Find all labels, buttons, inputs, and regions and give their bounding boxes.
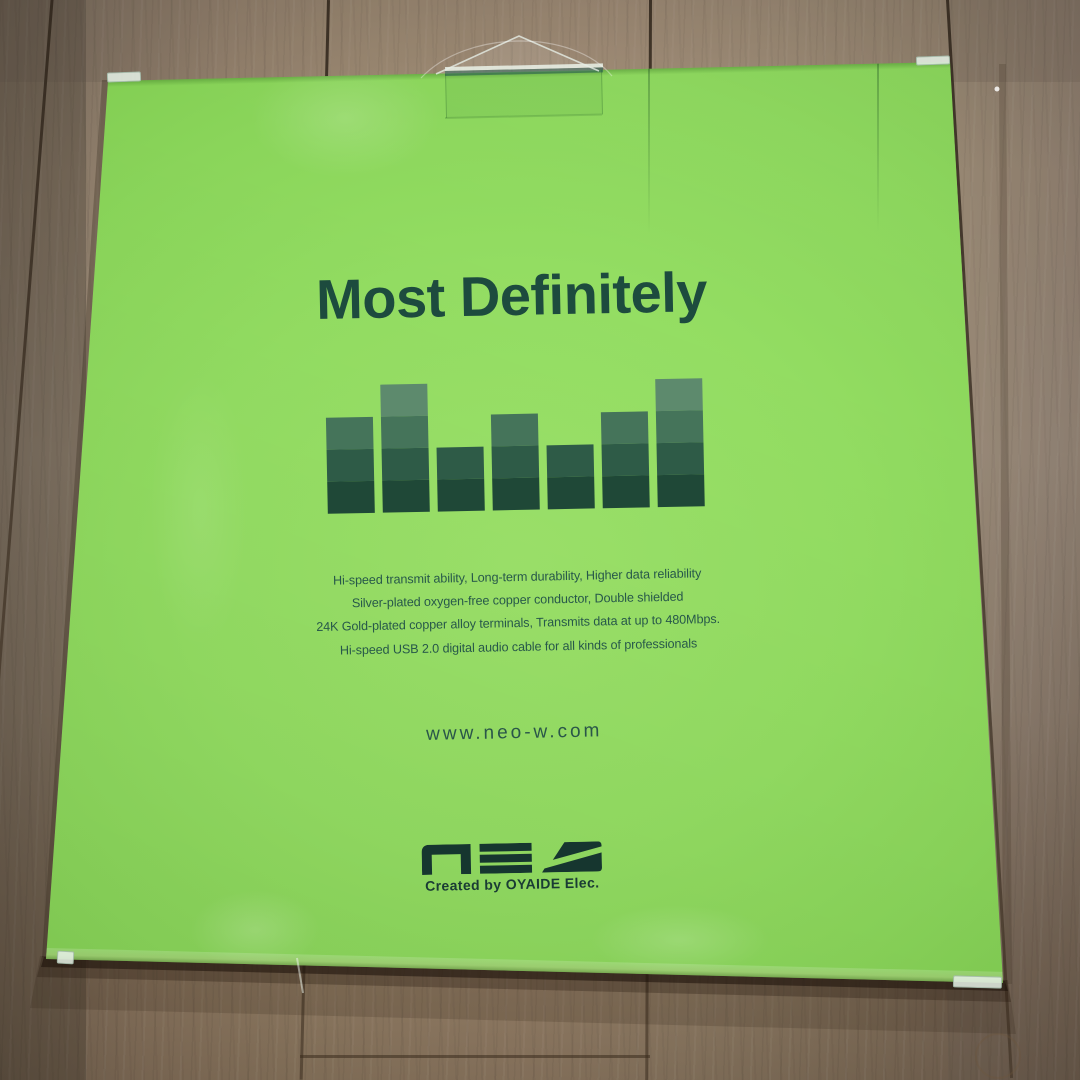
website-url: www.neo-w.com [425,720,603,745]
equalizer-segment [601,443,650,477]
equalizer-bar [546,444,595,510]
equalizer-segment [490,413,539,447]
headline-text: Most Definitely [315,260,708,331]
box-crease [877,62,879,232]
brand-caption: Created by OYAIDE Elec. [424,874,600,894]
wrap-tab-top-right [915,55,951,66]
equalizer-bar [600,411,650,509]
equalizer-segment [491,445,540,479]
equalizer-segment [547,476,595,510]
equalizer-segment [546,444,595,478]
wrap-tab-bottom-right [952,975,1003,989]
equalizer-segment [380,383,428,417]
equalizer-segment [381,447,430,481]
wrap-tab-top-left [106,71,142,83]
equalizer-segment [436,446,485,480]
equalizer-segment [326,448,375,482]
shrink-wrap-sheen [250,62,440,178]
box-crease [648,64,650,234]
equalizer-bar [325,416,375,514]
feature-text-block: Hi-speed transmit ability, Long-term dur… [117,558,919,667]
shrink-wrap-sheen [190,890,320,970]
equalizer-segment [492,477,540,511]
equalizer-segment [382,479,430,513]
brand-block: Created by OYAIDE Elec. [421,841,603,894]
equalizer-graphic [325,378,705,514]
shrink-wrap-sheen [150,370,250,650]
equalizer-segment [327,480,375,514]
equalizer-segment [437,478,485,512]
plank-end-joint [300,1055,650,1058]
equalizer-segment [325,416,374,450]
equalizer-segment [655,378,703,412]
equalizer-bar [490,413,540,511]
shrink-wrap-sheen [590,905,770,975]
equalizer-segment [600,411,649,445]
equalizer-bar [436,446,485,512]
equalizer-bar [380,383,430,513]
equalizer-segment [657,474,705,508]
equalizer-segment [656,442,705,476]
wrap-tab-bottom-left [56,950,75,965]
equalizer-segment [655,410,704,444]
equalizer-segment [602,475,650,509]
equalizer-segment [380,415,429,449]
neo-logo [421,841,602,875]
equalizer-bar [655,378,705,508]
